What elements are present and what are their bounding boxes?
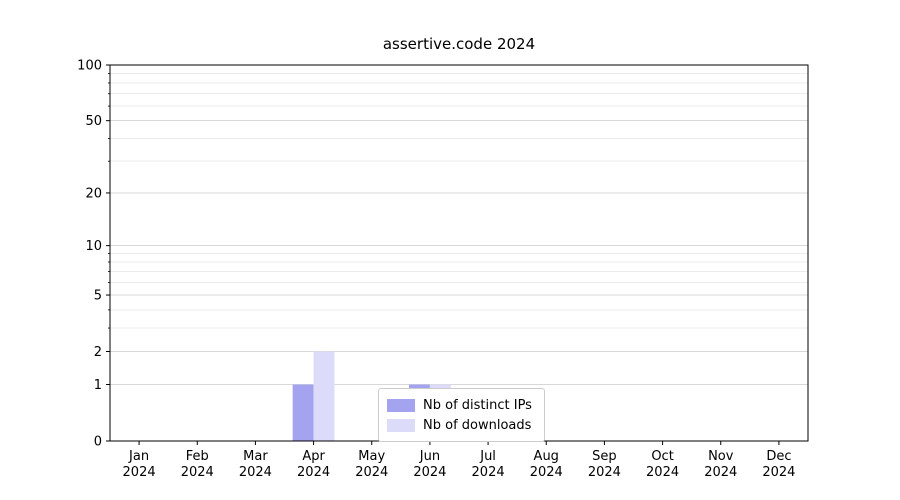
bar-downloads-apr xyxy=(313,351,335,441)
x-tick-label-year: 2024 xyxy=(297,465,330,480)
x-tick-label-month: Dec xyxy=(766,449,791,464)
y-tick-label: 2 xyxy=(94,345,102,360)
x-tick-label-month: Nov xyxy=(708,449,734,464)
legend-label-distinct-ips: Nb of distinct IPs xyxy=(423,397,532,413)
bar-distinct-ips-apr xyxy=(292,384,314,441)
x-tick-label-month: Apr xyxy=(302,449,325,464)
legend-item-distinct-ips: Nb of distinct IPs xyxy=(387,395,532,415)
y-tick-label: 5 xyxy=(94,289,102,304)
y-tick-label: 0 xyxy=(94,435,102,450)
x-tick-label-year: 2024 xyxy=(413,465,446,480)
x-tick-label-month: Feb xyxy=(186,449,209,464)
legend: Nb of distinct IPs Nb of downloads xyxy=(378,388,545,442)
x-tick-label-month: May xyxy=(358,449,385,464)
x-tick-label-year: 2024 xyxy=(123,465,156,480)
x-tick-label-month: Sep xyxy=(592,449,617,464)
x-tick-label-year: 2024 xyxy=(588,465,621,480)
x-tick-label-month: Aug xyxy=(534,449,559,464)
x-tick-label-month: Oct xyxy=(651,449,673,464)
legend-label-downloads: Nb of downloads xyxy=(423,417,532,433)
y-tick-label: 10 xyxy=(85,239,102,254)
x-tick-label-year: 2024 xyxy=(239,465,272,480)
x-tick-label-month: Jun xyxy=(419,449,440,464)
x-tick-label-month: Jul xyxy=(479,449,496,464)
y-tick-label: 20 xyxy=(85,186,102,201)
legend-swatch-distinct-ips xyxy=(387,398,415,412)
x-tick-label-year: 2024 xyxy=(472,465,505,480)
x-tick-label-year: 2024 xyxy=(646,465,679,480)
x-tick-label-year: 2024 xyxy=(762,465,795,480)
chart-title: assertive.code 2024 xyxy=(382,35,536,53)
legend-item-downloads: Nb of downloads xyxy=(387,415,532,435)
x-tick-label-month: Mar xyxy=(243,449,268,464)
legend-swatch-downloads xyxy=(387,418,415,432)
y-tick-label: 50 xyxy=(85,114,102,129)
y-tick-label: 1 xyxy=(94,378,102,393)
x-tick-label-year: 2024 xyxy=(355,465,388,480)
x-tick-label-year: 2024 xyxy=(181,465,214,480)
x-tick-label-month: Jan xyxy=(128,449,149,464)
x-tick-label-year: 2024 xyxy=(530,465,563,480)
y-tick-label: 100 xyxy=(77,59,102,74)
x-tick-label-year: 2024 xyxy=(704,465,737,480)
